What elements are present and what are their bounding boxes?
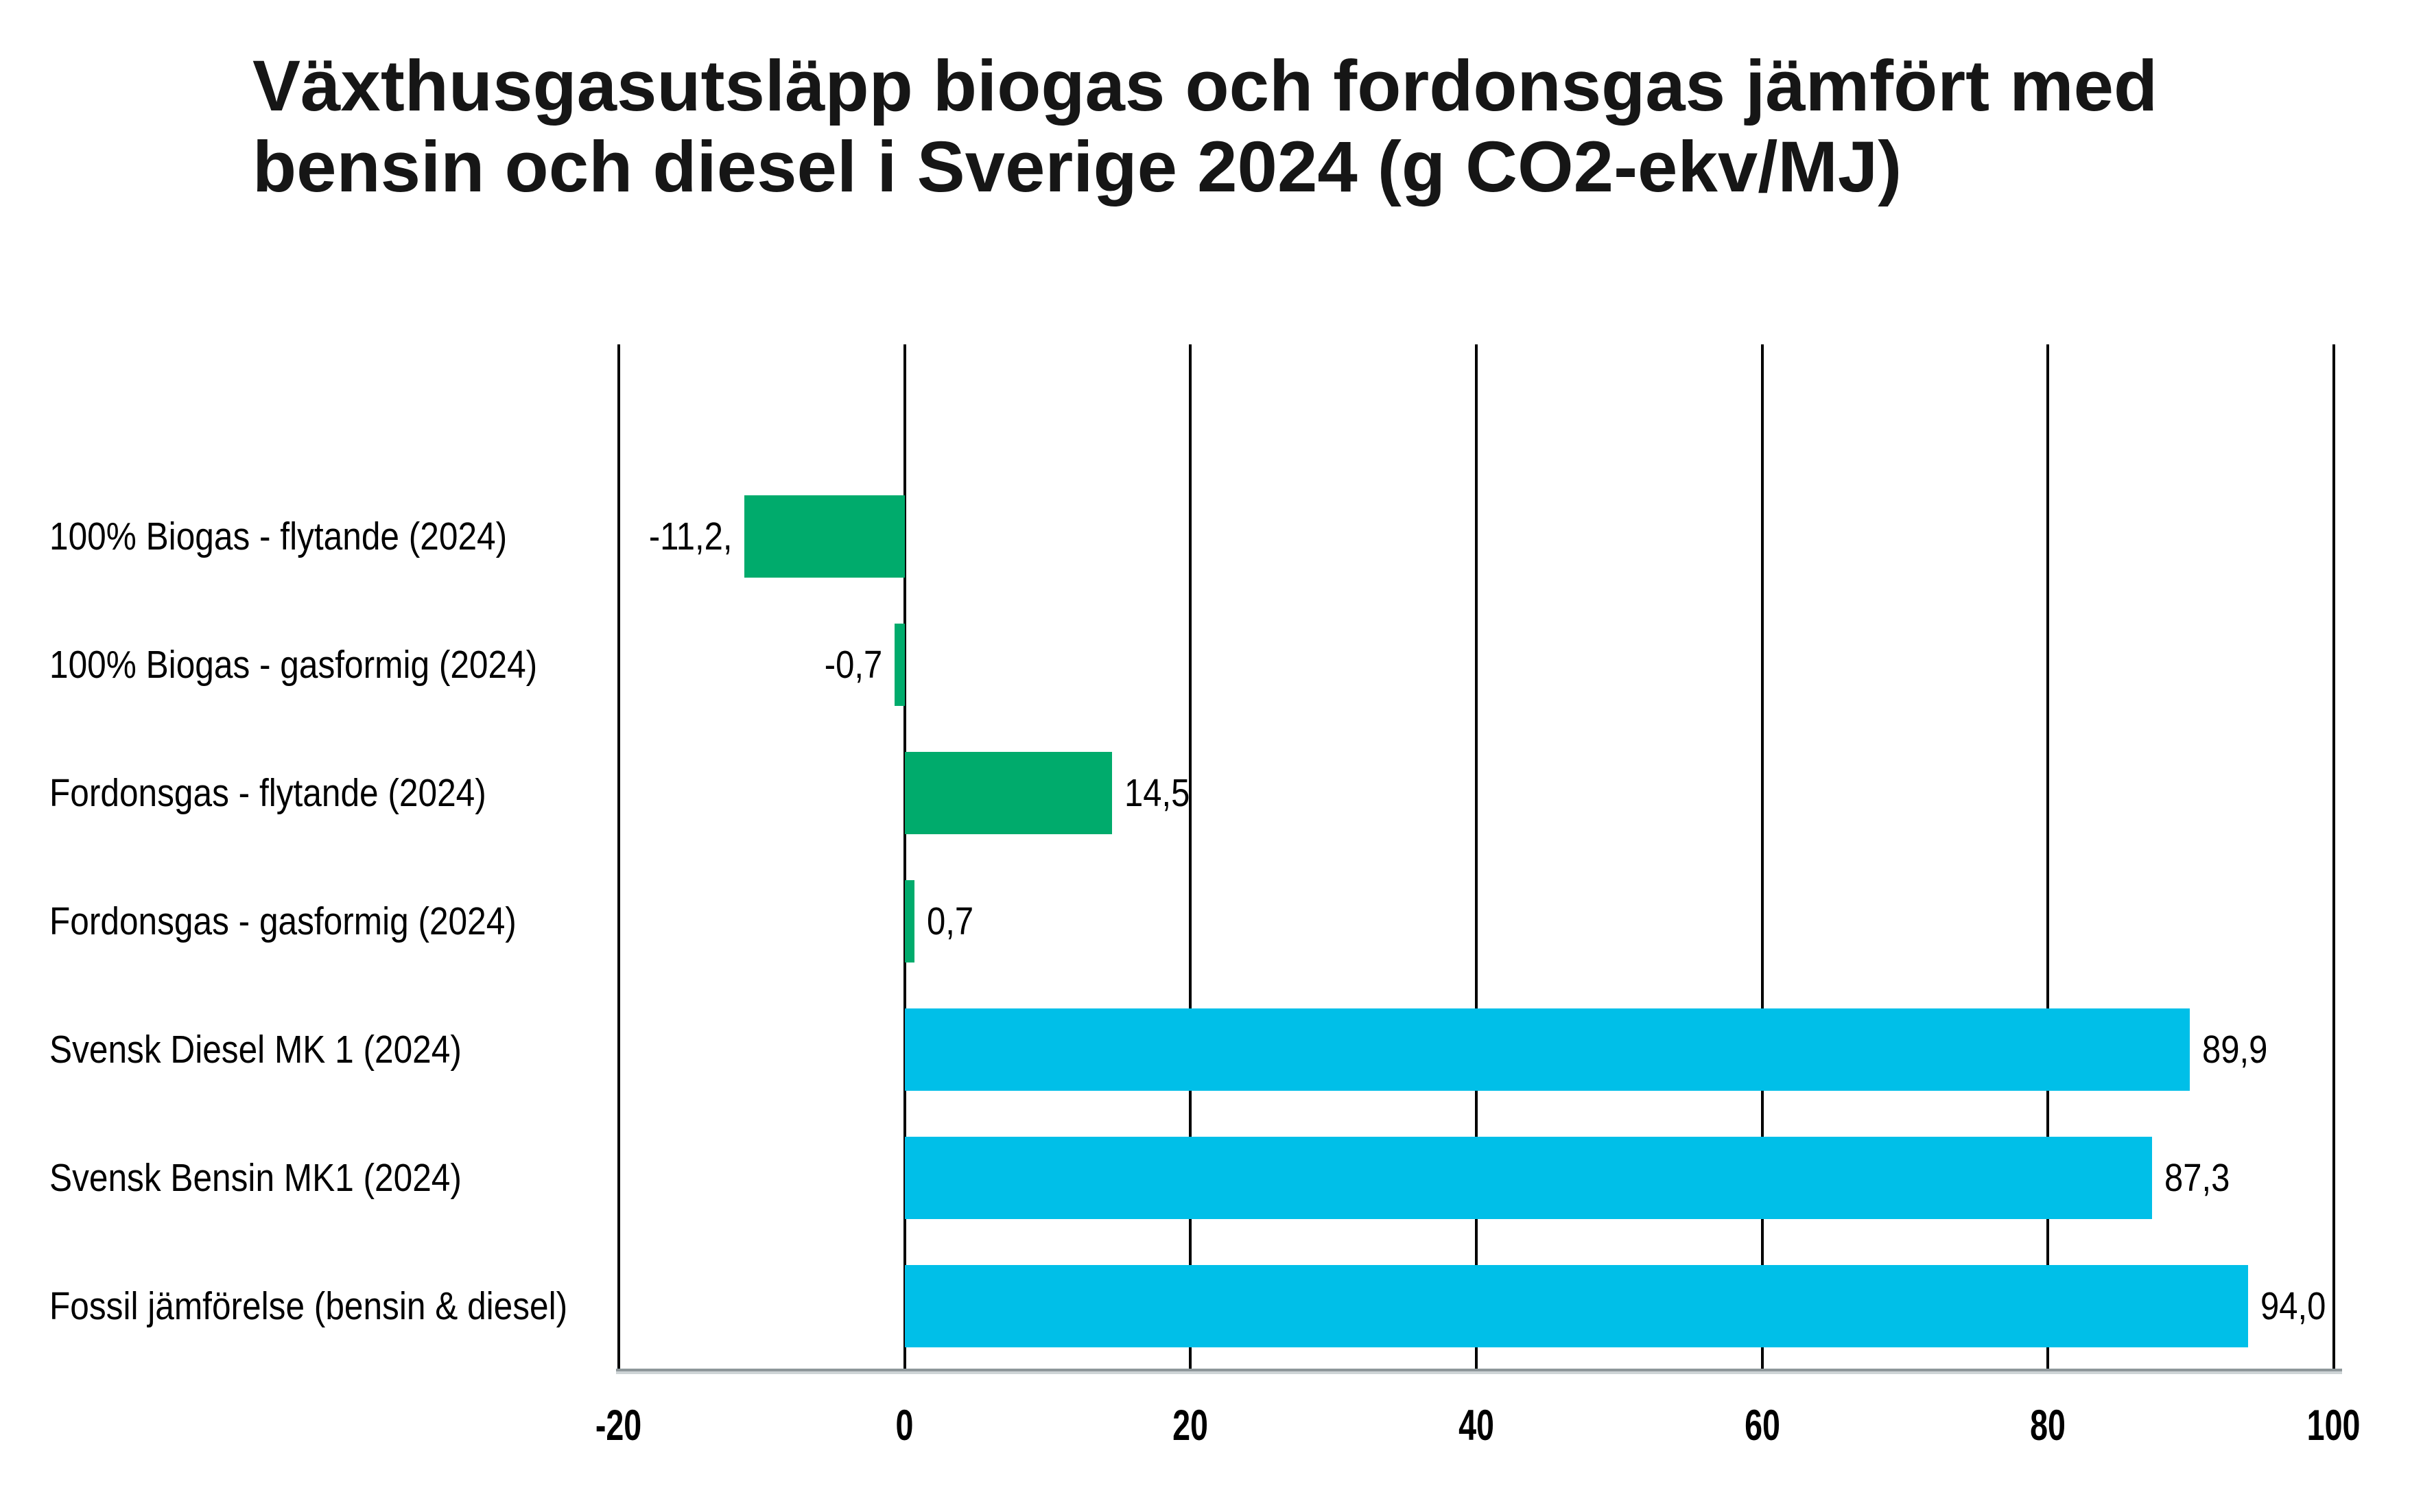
category-label: Svensk Diesel MK 1 (2024) [49, 1008, 523, 1091]
category-label-text: 100% Biogas - flytande (2024) [49, 515, 508, 558]
plot-border-right-gridline [2332, 344, 2335, 1370]
value-label: -11,2, [635, 495, 733, 578]
x-tick-label-40: 40 [1394, 1401, 1559, 1450]
gridline-x-20 [1189, 344, 1192, 1370]
x-tick-label-text: 0 [895, 1402, 914, 1450]
x-tick-label-text: 20 [1172, 1402, 1209, 1450]
gridline-x-80 [2046, 344, 2050, 1370]
bar-positive [904, 880, 915, 962]
value-label-text: 94,0 [2260, 1284, 2326, 1328]
x-tick-label-0: 0 [823, 1401, 987, 1450]
value-label-text: 0,7 [927, 899, 974, 943]
plot-border-left-gridline [617, 344, 620, 1370]
x-tick-label-text: 40 [1458, 1402, 1494, 1450]
bar-positive [904, 1008, 2190, 1091]
value-label: 0,7 [927, 880, 981, 962]
x-tick-label-text: 60 [1744, 1402, 1780, 1450]
category-label-text: Fordonsgas - gasformig (2024) [49, 899, 517, 943]
bar-positive [904, 1137, 2153, 1219]
category-label-text: Fossil jämförelse (bensin & diesel) [49, 1284, 568, 1328]
category-label: Fordonsgas - flytande (2024) [49, 752, 552, 834]
category-label-text: Fordonsgas - flytande (2024) [49, 771, 486, 815]
category-label-text: 100% Biogas - gasformig (2024) [49, 643, 538, 687]
gridline-x-40 [1475, 344, 1478, 1370]
category-label-text: Svensk Diesel MK 1 (2024) [49, 1028, 462, 1072]
bar-positive [904, 1265, 2248, 1347]
value-label-text: -11,2, [648, 515, 733, 558]
x-tick-label-20: 20 [1108, 1401, 1273, 1450]
x-tick-label--20: -20 [536, 1401, 701, 1450]
value-label: 94,0 [2260, 1265, 2337, 1347]
value-label: -0,7 [815, 624, 882, 706]
value-label-text: 89,9 [2201, 1028, 2267, 1072]
value-label-text: -0,7 [824, 643, 883, 687]
category-label: Fossil jämförelse (bensin & diesel) [49, 1265, 645, 1347]
value-label-text: 87,3 [2164, 1156, 2230, 1200]
bar-negative [744, 495, 905, 578]
category-label: Fordonsgas - gasformig (2024) [49, 880, 587, 962]
x-tick-label-text: -20 [595, 1402, 642, 1450]
bar-positive [904, 752, 1112, 834]
x-tick-label-text: 100 [2307, 1402, 2361, 1450]
value-label: 87,3 [2164, 1137, 2241, 1219]
gridline-x-0 [903, 344, 906, 1370]
gridline-x-60 [1760, 344, 1764, 1370]
x-axis-line [616, 1369, 2342, 1371]
category-label-text: Svensk Bensin MK1 (2024) [49, 1156, 462, 1200]
bar-negative [895, 624, 905, 706]
category-label: Svensk Bensin MK1 (2024) [49, 1137, 523, 1219]
chart-title-line-1: Växthusgasutsläpp biogas och fordonsgas … [252, 46, 2158, 126]
chart-title-line-2: bensin och diesel i Sverige 2024 (g CO2-… [252, 127, 1902, 207]
value-label: 89,9 [2202, 1008, 2278, 1091]
category-label: 100% Biogas - flytande (2024) [49, 495, 576, 578]
value-label: 14,5 [1124, 752, 1201, 834]
value-label-text: 14,5 [1124, 771, 1190, 815]
x-tick-label-100: 100 [2252, 1401, 2416, 1450]
category-label: 100% Biogas - gasformig (2024) [49, 624, 610, 706]
x-tick-label-text: 80 [2030, 1402, 2066, 1450]
x-tick-label-80: 80 [1965, 1401, 2130, 1450]
x-tick-label-60: 60 [1680, 1401, 1845, 1450]
